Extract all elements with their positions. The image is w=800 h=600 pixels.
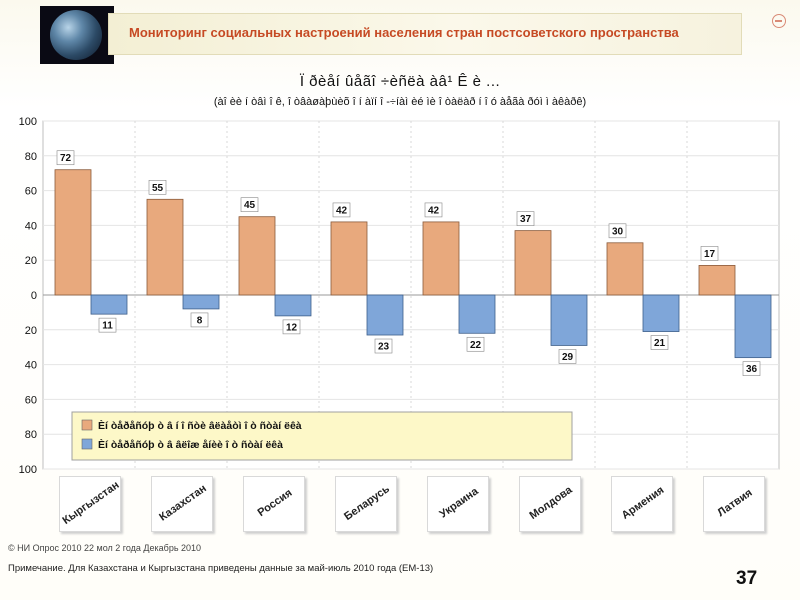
bar-interest-income	[514, 230, 552, 296]
bar-interest-income	[330, 221, 368, 296]
data-label: 72	[60, 153, 72, 164]
data-label: 55	[152, 183, 164, 194]
chart-title: Ï ðèåí ûåãî ÷èñëà àâ¹ Ê è ...	[299, 73, 501, 90]
data-label-box	[332, 202, 351, 218]
data-label-box	[742, 361, 761, 376]
globe-logo	[40, 6, 114, 64]
bar-interest-investment	[366, 294, 404, 336]
y-tick-label: 60	[25, 394, 37, 406]
data-label-box	[558, 349, 577, 364]
legend-swatch	[81, 419, 93, 431]
data-label-box	[700, 246, 719, 261]
data-label-box	[56, 150, 75, 166]
data-label: 12	[286, 322, 298, 333]
y-tick-label: 80	[25, 429, 37, 441]
bar-interest-income	[238, 216, 276, 296]
y-tick-label: 100	[19, 464, 37, 476]
data-label: 29	[562, 352, 574, 363]
data-label-box	[608, 223, 627, 239]
country-label-row: Кыргызстан Казахстан Россия Беларусь Украина…	[0, 470, 800, 540]
y-tick-label: 40	[25, 220, 37, 232]
country-name: Армения	[619, 484, 667, 522]
bar-interest-income	[606, 242, 644, 296]
data-label: 11	[102, 321, 113, 332]
source-note: © НИ Опрос 2010 22 мол 2 года Декабрь 20…	[8, 543, 202, 553]
bar-interest-income	[146, 198, 184, 296]
country-label: Армения	[611, 476, 673, 532]
country-label: Россия	[243, 476, 305, 532]
data-label: 36	[746, 364, 758, 375]
country-label: Казахстан	[151, 476, 213, 532]
bar-interest-investment	[182, 294, 220, 310]
y-tick-label: 0	[31, 290, 37, 302]
y-tick-label: 80	[25, 151, 37, 163]
y-tick-label: 20	[25, 255, 37, 267]
data-label: 8	[197, 315, 203, 326]
bar-interest-investment	[90, 294, 128, 315]
data-label-box	[424, 202, 443, 218]
chart-subtitle: (àî èè í òâì î ê, î òâàøàþùèõ î í àïí î …	[213, 96, 587, 108]
bar-interest-investment	[642, 294, 680, 332]
data-label: 42	[336, 205, 348, 216]
legend-label: Èí òåðåñóþ ò â âëîæ åíèè î ò ñòàí ëêà	[98, 438, 283, 451]
country-name: Казахстан	[157, 482, 209, 524]
data-label-box	[240, 197, 259, 212]
legend-label: Èí òåðåñóþ ò â í î ñòè âëàåòì î ò ñòàí ë…	[98, 419, 302, 432]
legend-swatch	[81, 438, 93, 450]
data-label: 42	[428, 205, 440, 216]
header-band: Мониторинг социальных настроений населен…	[108, 13, 742, 55]
data-label-box	[282, 319, 301, 335]
data-label: 23	[378, 342, 390, 353]
data-label-box	[98, 317, 117, 333]
y-tick-label: 40	[25, 360, 37, 372]
data-label: 17	[704, 249, 716, 260]
data-label-box	[516, 211, 535, 226]
country-label: Латвия	[703, 476, 765, 532]
bar-interest-income	[422, 221, 460, 296]
bar-interest-investment	[274, 294, 312, 317]
minus-circle-icon[interactable]	[772, 14, 786, 28]
country-name: Беларусь	[342, 483, 392, 523]
country-label: Беларусь	[335, 476, 397, 532]
bar-interest-investment	[550, 294, 588, 346]
data-label-box	[374, 338, 393, 354]
page-title: Мониторинг социальных настроений населен…	[129, 25, 679, 40]
country-name: Украина	[437, 485, 481, 521]
y-tick-label: 60	[25, 186, 37, 198]
bar-interest-income	[54, 169, 92, 296]
bar-interest-investment	[734, 294, 772, 359]
data-label: 30	[612, 226, 624, 237]
footnote: Примечание. Для Казахстана и Кыргызстана…	[8, 563, 434, 574]
page-number: 37	[736, 568, 758, 589]
data-label-box	[466, 336, 485, 352]
country-name: Латвия	[715, 486, 755, 520]
globe-icon	[50, 10, 102, 60]
y-tick-label: 20	[25, 325, 37, 337]
bar-interest-income	[698, 265, 736, 296]
country-name: Кыргызстан	[60, 479, 122, 527]
country-label: Молдова	[519, 476, 581, 532]
y-tick-label: 100	[19, 116, 37, 128]
data-label-box	[190, 312, 209, 328]
country-name: Россия	[255, 486, 295, 520]
country-label: Кыргызстан	[59, 476, 122, 532]
data-label: 22	[470, 340, 482, 351]
data-label: 21	[654, 338, 666, 349]
country-label: Украина	[427, 476, 489, 532]
data-label-box	[650, 335, 669, 350]
data-label: 37	[520, 214, 532, 225]
country-name: Молдова	[527, 484, 575, 522]
bar-interest-investment	[458, 294, 496, 334]
data-label-box	[148, 180, 167, 195]
data-label: 45	[244, 200, 256, 211]
legend-box	[71, 411, 573, 461]
